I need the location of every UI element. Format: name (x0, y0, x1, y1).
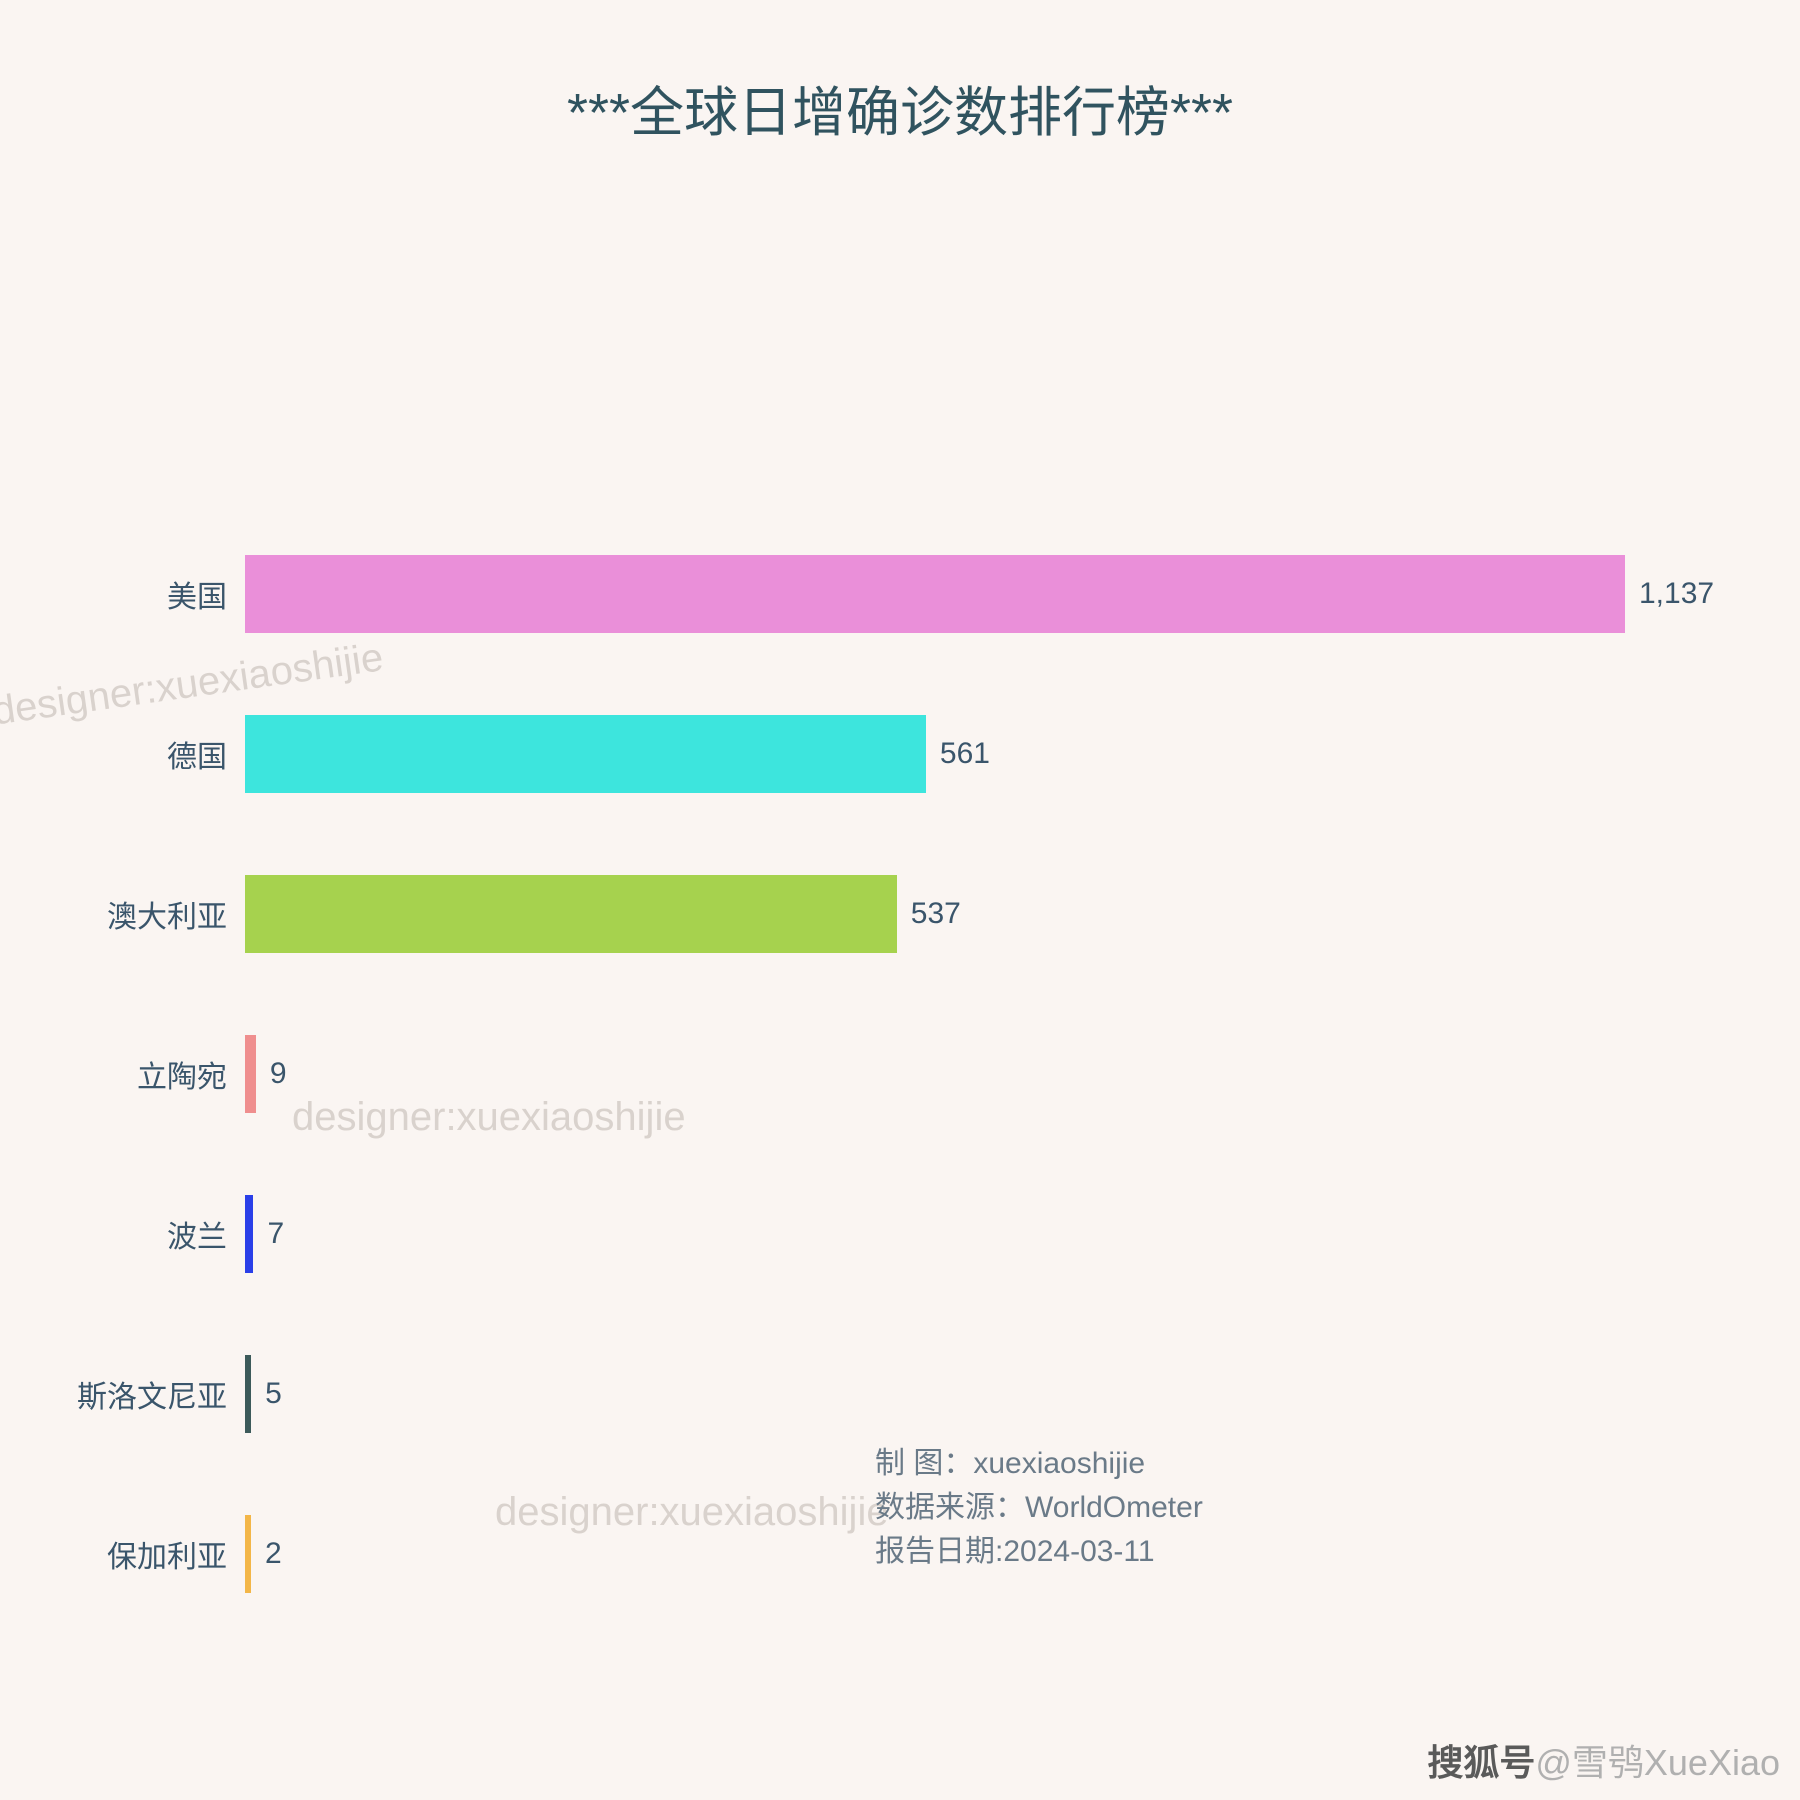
bar (245, 1515, 251, 1593)
bar (245, 1035, 256, 1113)
value-label: 561 (940, 737, 990, 771)
value-label: 2 (265, 1537, 282, 1571)
category-label: 保加利亚 (7, 1532, 227, 1576)
category-label: 德国 (7, 732, 227, 776)
info-line: 制 图：xuexiaoshijie (875, 1438, 1145, 1482)
info-line: 报告日期:2024-03-11 (875, 1526, 1155, 1570)
bar (245, 715, 926, 793)
category-label: 立陶宛 (7, 1052, 227, 1096)
bar (245, 875, 897, 953)
value-label: 1,137 (1639, 577, 1714, 611)
bar-row: 斯洛文尼亚5 (245, 1355, 1625, 1433)
category-label: 斯洛文尼亚 (7, 1372, 227, 1416)
bar-row: 澳大利亚537 (245, 875, 1625, 953)
footer-handle: @雪鸮XueXiao (1535, 1742, 1780, 1783)
chart-title: ***全球日增确诊数排行榜*** (0, 68, 1800, 147)
bar-row: 德国561 (245, 715, 1625, 793)
footer-main: 搜狐号 (1427, 1742, 1535, 1783)
value-label: 9 (270, 1057, 287, 1091)
bar (245, 1355, 251, 1433)
bar (245, 555, 1625, 633)
value-label: 5 (265, 1377, 282, 1411)
footer-attribution: 搜狐号@雪鸮XueXiao (1427, 1734, 1780, 1786)
value-label: 7 (267, 1217, 284, 1251)
category-label: 波兰 (7, 1212, 227, 1256)
bar (245, 1195, 253, 1273)
value-label: 537 (911, 897, 961, 931)
chart-canvas: ***全球日增确诊数排行榜*** 美国1,137德国561澳大利亚537立陶宛9… (0, 0, 1800, 1800)
bar-row: 美国1,137 (245, 555, 1625, 633)
bar-row: 立陶宛9 (245, 1035, 1625, 1113)
bar-row: 波兰7 (245, 1195, 1625, 1273)
category-label: 澳大利亚 (7, 892, 227, 936)
category-label: 美国 (7, 572, 227, 616)
info-line: 数据来源：WorldOmeter (875, 1482, 1203, 1526)
